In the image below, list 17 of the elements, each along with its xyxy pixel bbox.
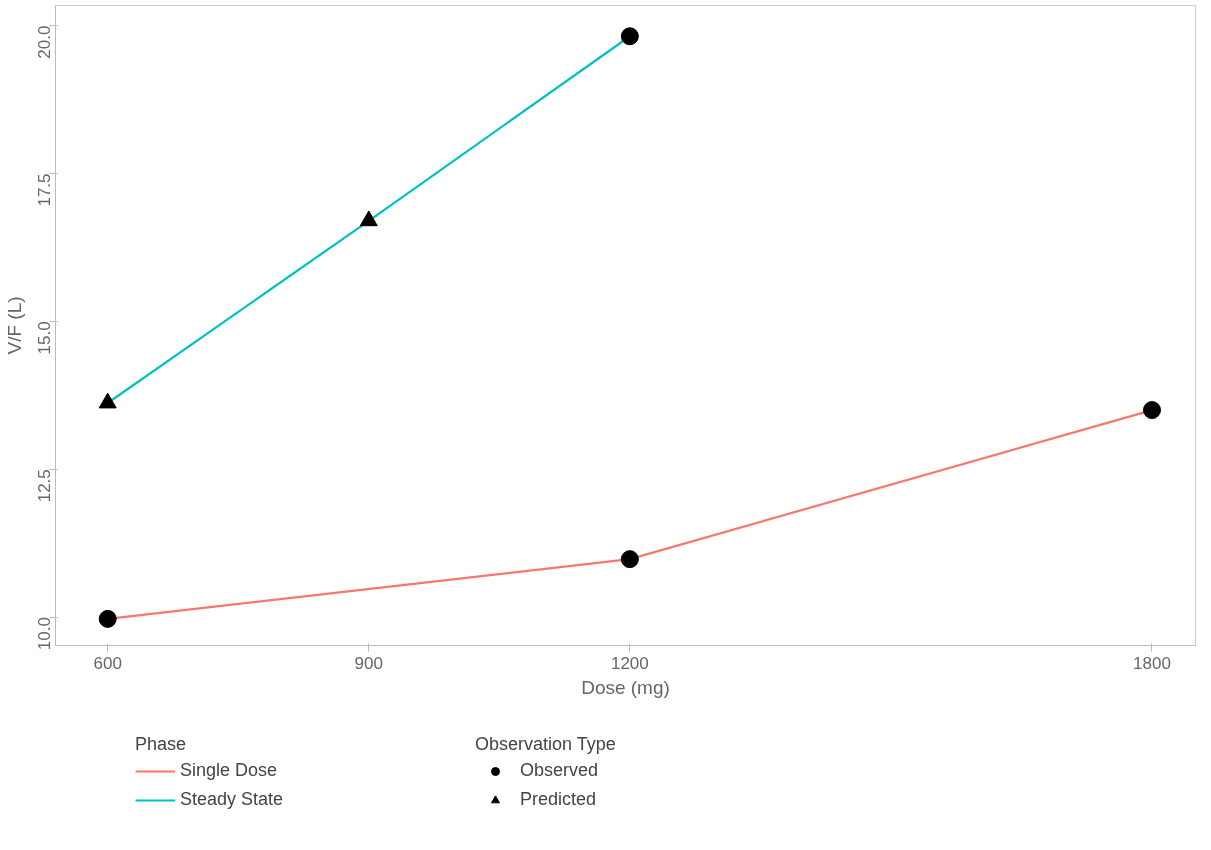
y-tick-label: 15.0	[35, 321, 55, 355]
legend-label: Predicted	[520, 789, 597, 810]
y-tick-label: 17.5	[35, 173, 55, 207]
y-axis-title: V/F (L)	[3, 296, 25, 355]
x-tick-label: 1800	[1133, 653, 1171, 673]
x-tick-label: 900	[354, 653, 383, 673]
legend-title: Phase	[135, 734, 188, 755]
x-tick-label: 1200	[610, 653, 649, 673]
y-tick-label: 12.5	[35, 469, 55, 503]
text: Observation Type	[475, 734, 616, 755]
x-axis-title: Dose (mg)	[581, 676, 670, 698]
y-tick-label: 20.0	[35, 25, 55, 59]
legend-label: Observed	[520, 760, 599, 781]
x-tick-label: 600	[93, 653, 122, 673]
y-tick-label: 10.0	[35, 617, 55, 651]
legend-label: Single Dose	[180, 760, 278, 781]
legend-label: Steady State	[180, 789, 284, 810]
